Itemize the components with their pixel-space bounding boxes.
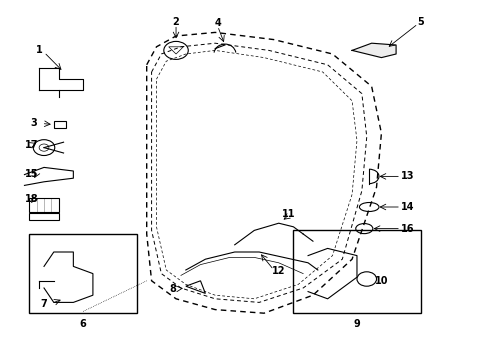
Text: 14: 14 (400, 202, 414, 212)
Text: 13: 13 (400, 171, 414, 181)
Text: 18: 18 (24, 194, 38, 204)
Text: 11: 11 (281, 209, 295, 219)
Bar (54, 121, 66, 128)
Text: 1: 1 (36, 45, 42, 55)
Text: 7: 7 (41, 299, 47, 309)
Text: 6: 6 (80, 319, 86, 329)
Text: 4: 4 (214, 18, 221, 28)
Bar (29, 234, 137, 313)
Text: 12: 12 (271, 266, 285, 276)
Bar (293, 230, 420, 313)
Text: 17: 17 (24, 140, 38, 150)
Bar (29, 213, 59, 220)
Text: 3: 3 (31, 118, 38, 129)
Text: 15: 15 (24, 168, 38, 179)
Text: 2: 2 (172, 17, 179, 27)
Text: 10: 10 (374, 276, 387, 286)
Polygon shape (351, 43, 395, 58)
Text: 8: 8 (169, 284, 176, 294)
Text: 16: 16 (400, 224, 414, 234)
Text: 5: 5 (416, 17, 423, 27)
Text: 9: 9 (353, 319, 360, 329)
Bar (29, 198, 59, 212)
